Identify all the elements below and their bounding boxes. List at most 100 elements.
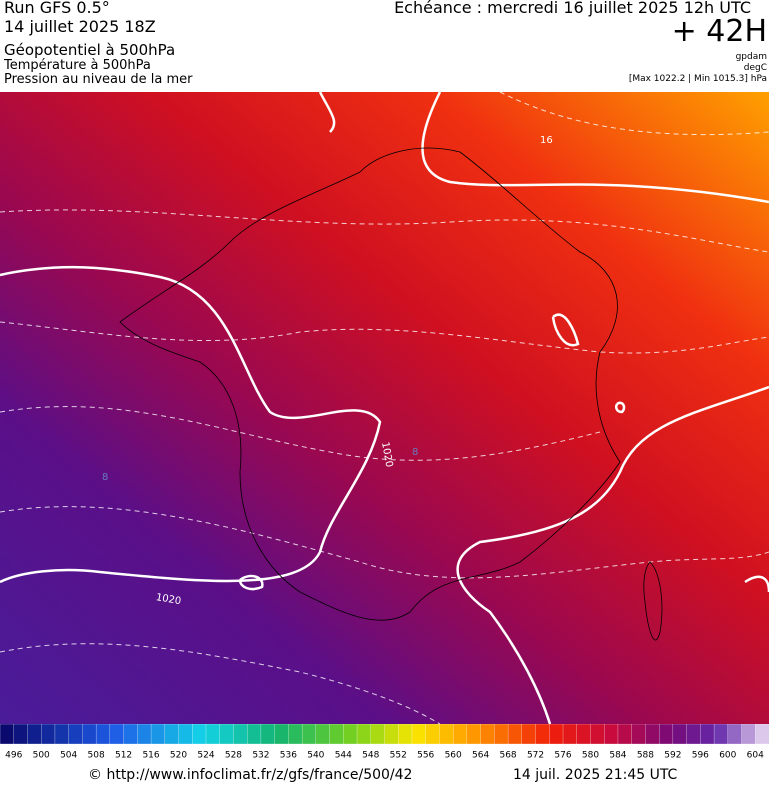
scale-swatch [549, 724, 564, 745]
contour-label: 8 [412, 447, 418, 458]
scale-swatch [535, 724, 550, 745]
scale-swatch [288, 724, 303, 745]
scale-label: 532 [252, 751, 269, 761]
scale-swatch [54, 724, 70, 745]
scale-swatch [95, 724, 111, 745]
scale-swatch [576, 724, 592, 745]
contour-label: 1020 [155, 592, 182, 607]
scale-swatch [356, 724, 372, 745]
scale-label: 600 [719, 751, 736, 761]
scale-swatch [398, 724, 413, 745]
contour-label: 16 [540, 135, 553, 146]
scale-swatch [82, 724, 97, 745]
scale-swatch [205, 724, 221, 745]
scale-swatch [425, 724, 441, 745]
scale-label: 508 [88, 751, 105, 761]
field-title: Géopotentiel à 500hPa [4, 41, 176, 59]
pressure-range: [Max 1022.2 | Min 1015.3] hPa [628, 74, 767, 84]
temperature-contours [0, 92, 769, 724]
scale-swatch [343, 724, 358, 745]
scale-label: 580 [582, 751, 599, 761]
scale-swatch [315, 724, 331, 745]
scale-swatch [645, 724, 660, 745]
scale-swatch [658, 724, 674, 745]
unit: gpdam [735, 52, 767, 62]
scale-label: 500 [33, 751, 50, 761]
field-title: Pression au niveau de la mer [4, 72, 193, 87]
scale-label: 552 [390, 751, 407, 761]
scale-swatch [150, 724, 166, 745]
scale-label: 584 [609, 751, 626, 761]
scale-label: 556 [417, 751, 434, 761]
scale-swatch [27, 724, 42, 745]
scale-label: 576 [554, 751, 571, 761]
scale-label: 564 [472, 751, 489, 761]
run: Run GFS 0.5° [4, 0, 110, 17]
scale-swatch [274, 724, 290, 745]
contour-labels: 16 1020 8 8 1020 [102, 135, 553, 607]
scale-label: 524 [197, 751, 214, 761]
scale-swatch [219, 724, 235, 745]
scale-swatch [41, 724, 56, 745]
scale-swatch [672, 724, 688, 745]
scale-swatch [755, 724, 769, 745]
scale-swatch [700, 724, 715, 745]
scale-label: 572 [527, 751, 544, 761]
contour-label: 1020 [379, 441, 394, 468]
scale-swatch [521, 724, 537, 745]
valid-time: Echéance : mercredi 16 juillet 2025 12h … [394, 0, 751, 17]
map: 16 1020 8 8 1020 [0, 92, 769, 724]
scale-swatch [466, 724, 482, 745]
scale-swatch [123, 724, 138, 745]
scale-swatch [480, 724, 496, 745]
scale-label: 536 [280, 751, 297, 761]
scale-swatch [109, 724, 125, 745]
scale-swatch [507, 724, 523, 745]
scale-swatch [439, 724, 454, 745]
scale-swatch [329, 724, 344, 745]
scale-label: 560 [445, 751, 462, 761]
scale-swatch [617, 724, 633, 745]
scale-label: 596 [692, 751, 709, 761]
scale-swatch [370, 724, 386, 745]
scale-swatch [411, 724, 427, 745]
scale-label: 592 [664, 751, 681, 761]
scale-label: 588 [637, 751, 654, 761]
scale-swatch [384, 724, 399, 745]
timestamp: 14 juil. 2025 21:45 UTC [513, 767, 678, 783]
scale-swatch [137, 724, 152, 745]
field-title: Température à 500hPa [4, 58, 151, 73]
lead-time: + 42H [671, 14, 767, 49]
scale-swatch [604, 724, 619, 745]
scale-label: 544 [335, 751, 352, 761]
scale-swatch [562, 724, 578, 745]
scale-swatch [494, 724, 509, 745]
unit: degC [743, 63, 767, 73]
scale-swatch [727, 724, 743, 745]
scale-label: 520 [170, 751, 187, 761]
scale-swatch [247, 724, 262, 745]
scale-swatch [713, 724, 729, 745]
scale-label: 528 [225, 751, 242, 761]
scale-swatch [164, 724, 180, 745]
scale-label: 540 [307, 751, 324, 761]
run-date: 14 juillet 2025 18Z [4, 17, 156, 36]
scale-label: 516 [142, 751, 159, 761]
scale-swatch [301, 724, 317, 745]
scale-swatch [260, 724, 276, 745]
coastlines [119, 147, 663, 641]
scale-swatch [233, 724, 248, 745]
scale-label: 568 [499, 751, 516, 761]
scale-swatch [13, 724, 29, 745]
scale-swatch [68, 724, 84, 745]
scale-swatch [178, 724, 193, 745]
scale-swatch [453, 724, 468, 745]
scale-swatch [631, 724, 647, 745]
field-background [0, 92, 769, 724]
scale-swatch [0, 724, 15, 745]
scale-label: 604 [747, 751, 764, 761]
scale-swatch [741, 724, 756, 745]
scale-swatch [686, 724, 701, 745]
source-url: © http://www.infoclimat.fr/z/gfs/france/… [88, 767, 413, 783]
